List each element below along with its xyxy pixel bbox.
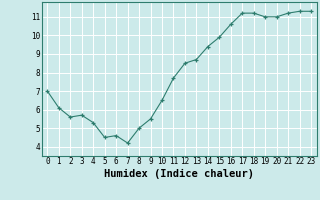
X-axis label: Humidex (Indice chaleur): Humidex (Indice chaleur): [104, 169, 254, 179]
